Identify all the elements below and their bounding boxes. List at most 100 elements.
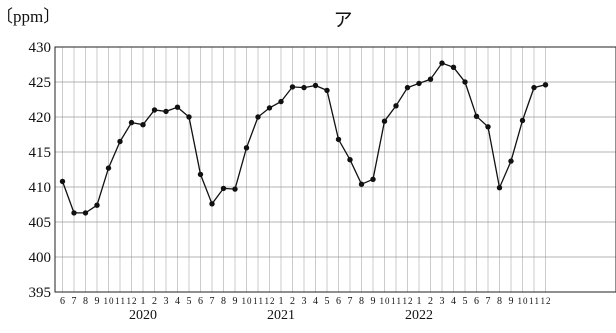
data-point (186, 114, 192, 120)
data-point (508, 158, 514, 164)
x-month-label: 1 (279, 296, 284, 307)
data-point (335, 136, 342, 143)
y-tick-label: 420 (29, 110, 52, 126)
data-point (163, 108, 169, 115)
x-month-label: 11 (115, 296, 125, 306)
y-tick-label: 395 (29, 285, 52, 301)
x-month-label: 11 (391, 296, 401, 306)
x-month-label: 11 (529, 296, 539, 306)
data-point (140, 122, 146, 128)
x-month-label: 9 (95, 296, 100, 307)
x-month-label: 1 (141, 296, 146, 307)
chart-title: ア (333, 10, 352, 31)
x-month-label: 3 (440, 296, 445, 307)
data-point (117, 138, 123, 145)
x-month-label: 7 (486, 296, 491, 307)
x-month-label: 9 (233, 296, 238, 307)
x-month-labels: 6 7 8 9 10 11 12 1 2 3 4 5 6 7 8 9 10 11 12 1 2 3 4 5 6 7 8 9 10 11 12… (60, 296, 551, 307)
grid-lines (55, 46, 616, 293)
x-month-label: 12 (403, 296, 413, 306)
x-month-label: 8 (497, 296, 502, 307)
x-month-label: 5 (187, 296, 192, 307)
data-point (105, 165, 112, 171)
x-year-label: 2022 (405, 308, 433, 323)
data-point (416, 80, 422, 87)
x-month-label: 7 (72, 296, 77, 307)
data-point (485, 124, 491, 130)
data-point (232, 186, 238, 192)
data-point (128, 119, 135, 126)
data-point (312, 82, 319, 89)
data-point (209, 201, 215, 207)
data-point (347, 157, 353, 163)
data-point (278, 98, 284, 105)
x-month-label: 4 (313, 296, 318, 307)
data-point (393, 103, 399, 109)
data-point (151, 107, 158, 113)
x-month-label: 12 (127, 296, 137, 306)
data-point (370, 176, 376, 182)
x-year-label: 2021 (267, 308, 295, 323)
data-point (496, 185, 503, 191)
data-point (71, 210, 77, 216)
data-point (220, 185, 227, 192)
data-point (301, 84, 307, 91)
x-month-label: 10 (242, 296, 253, 306)
data-point (243, 145, 250, 151)
x-month-label: 6 (198, 296, 203, 307)
x-month-label: 1 (417, 296, 422, 307)
x-year-labels: 2020 2021 2022 (129, 308, 433, 323)
x-month-label: 9 (371, 296, 376, 307)
data-point (473, 113, 480, 120)
x-month-label: 11 (253, 296, 263, 306)
data-point (266, 105, 273, 111)
data-point (255, 114, 261, 120)
x-month-label: 10 (518, 296, 529, 306)
y-tick-label: 425 (29, 75, 52, 91)
x-month-label: 10 (104, 296, 115, 306)
x-month-label: 6 (60, 296, 65, 307)
x-month-label: 7 (210, 296, 215, 307)
x-month-label: 9 (509, 296, 514, 307)
y-tick-label: 400 (29, 250, 52, 266)
y-tick-label: 410 (29, 180, 52, 196)
x-month-label: 8 (359, 296, 364, 307)
data-point (462, 79, 468, 85)
data-point (197, 171, 204, 178)
data-point (324, 87, 330, 94)
data-points (59, 60, 549, 216)
x-month-label: 10 (380, 296, 391, 306)
y-axis-unit-label: 〔ppm〕 (0, 7, 60, 26)
x-month-label: 5 (463, 296, 468, 307)
x-month-label: 3 (302, 296, 307, 307)
x-month-label: 6 (474, 296, 479, 307)
data-point (358, 181, 365, 187)
data-point (450, 64, 457, 71)
data-point (82, 210, 89, 216)
x-month-label: 6 (336, 296, 341, 307)
x-year-label: 2020 (129, 308, 157, 323)
y-tick-label: 405 (29, 215, 52, 231)
y-tick-label: 430 (29, 40, 52, 56)
x-month-label: 4 (175, 296, 180, 307)
x-month-label: 2 (428, 296, 433, 307)
data-point (59, 178, 66, 185)
data-point (289, 84, 296, 90)
data-point (381, 118, 388, 124)
data-point (404, 84, 411, 91)
data-point (174, 104, 181, 110)
x-month-label: 5 (325, 296, 330, 307)
x-month-label: 12 (265, 296, 275, 306)
x-month-label: 12 (541, 296, 551, 306)
x-month-label: 8 (83, 296, 88, 307)
x-month-label: 2 (290, 296, 295, 307)
plot-frame (54, 46, 616, 293)
x-month-label: 3 (164, 296, 169, 307)
data-point (531, 84, 537, 91)
x-month-label: 8 (221, 296, 226, 307)
data-point (427, 76, 434, 82)
x-month-label: 4 (451, 296, 456, 307)
data-point (94, 202, 100, 208)
x-month-label: 2 (152, 296, 157, 307)
